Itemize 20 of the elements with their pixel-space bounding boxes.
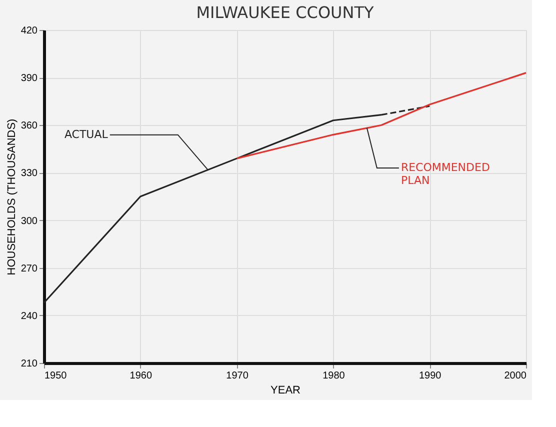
y-tick-label: 390	[20, 73, 38, 84]
text: ACTUAL	[64, 128, 109, 141]
y-tick-label: 300	[20, 216, 38, 227]
x-tick-label: 1990	[418, 370, 442, 382]
line-series	[236, 72, 527, 160]
chart-title: MILWAUKEE CCOUNTY	[196, 3, 374, 22]
x-tick-label: 1960	[130, 370, 152, 382]
x-tick-label: 1950	[44, 370, 68, 382]
x-tick-label: 2000	[504, 370, 527, 382]
y-tick-label: 360	[20, 120, 38, 132]
y-tick-label: 420	[20, 26, 38, 36]
y-axis-title: HOUSEHOLDS (THOUSANDS)	[6, 118, 18, 276]
x-tick-label: 1980	[322, 370, 346, 382]
x-axis-title: YEAR	[270, 384, 301, 396]
y-tick-label: 210	[20, 358, 38, 370]
text: RECOMMENDED PLAN	[400, 160, 490, 187]
y-tick-label: 240	[20, 310, 38, 322]
y-tick-label: 270	[20, 263, 38, 274]
x-tick-label: 1970	[226, 370, 249, 382]
y-tick-label: 330	[20, 168, 38, 180]
